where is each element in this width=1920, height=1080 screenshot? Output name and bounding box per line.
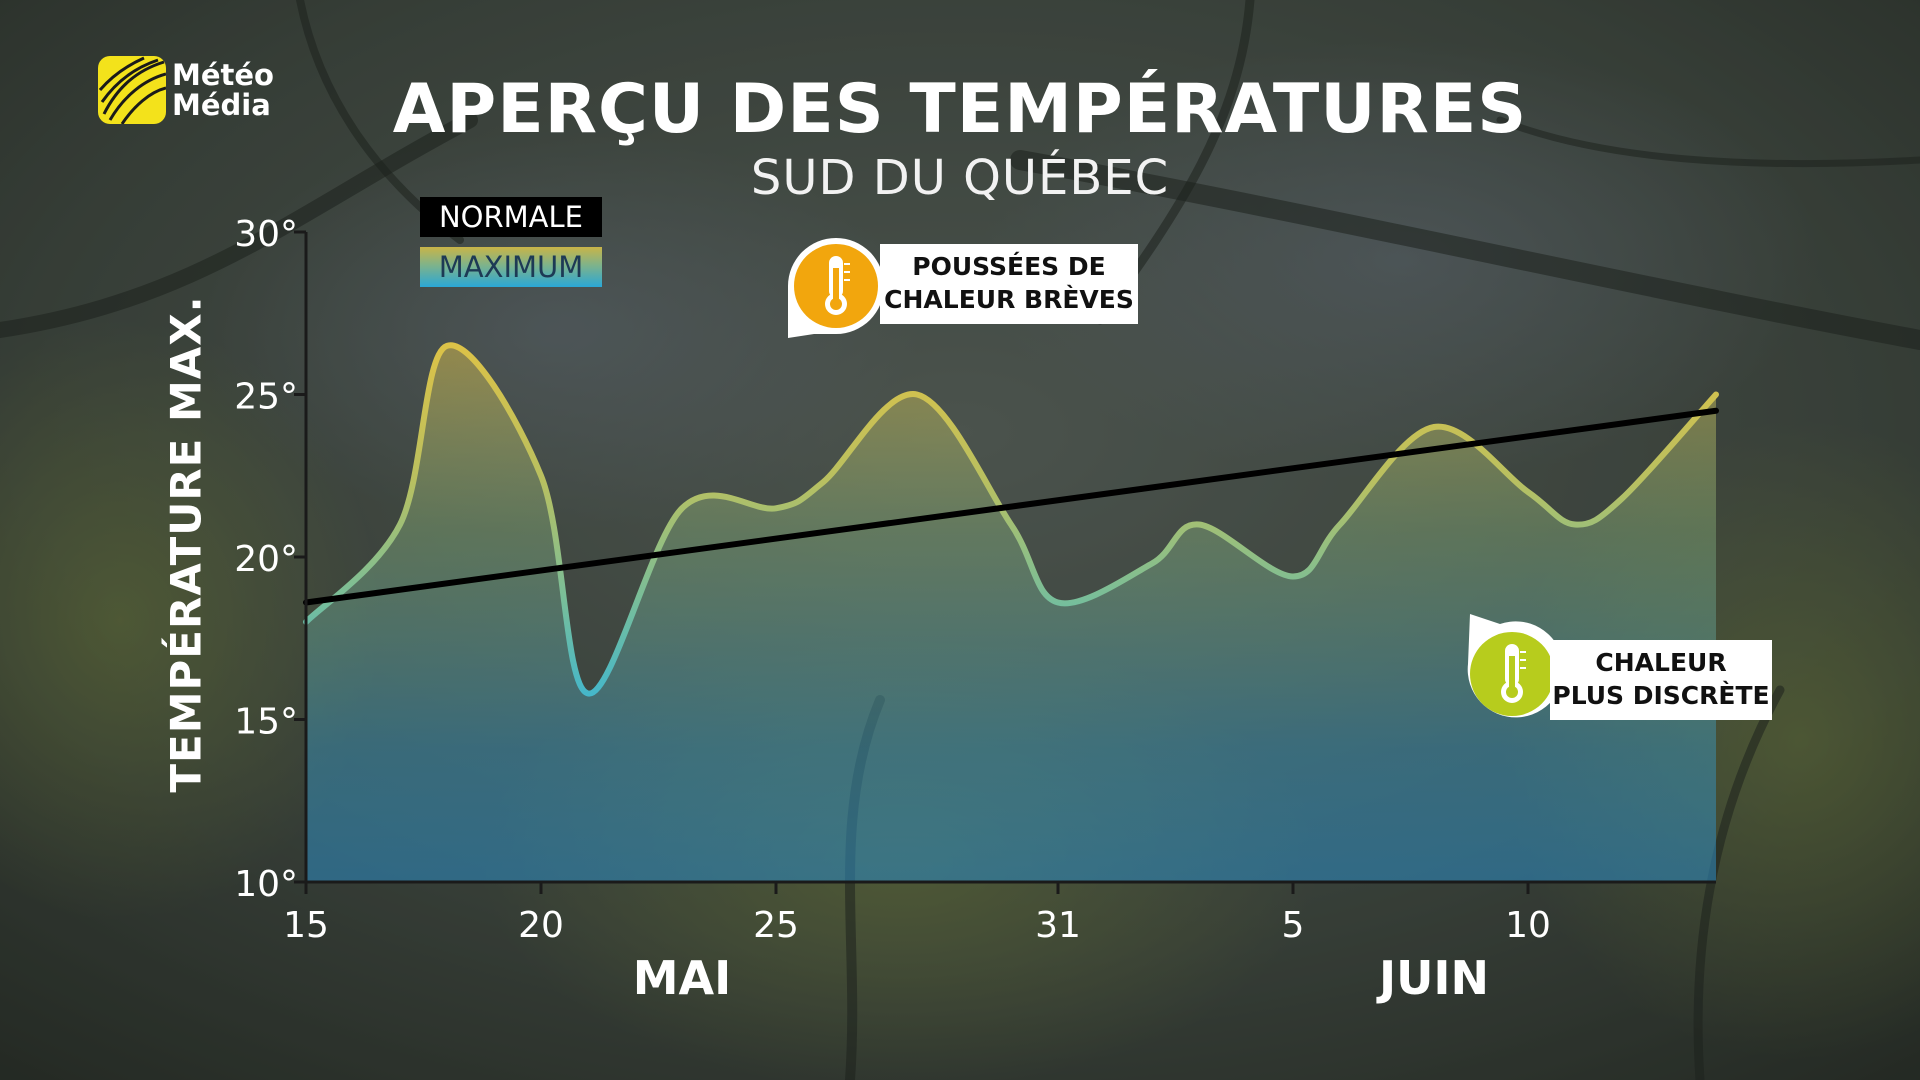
x-tick-label: 10	[1505, 905, 1551, 946]
callout-1-line2: CHALEUR BRÈVES	[884, 285, 1134, 314]
chart-subtitle: SUD DU QUÉBEC	[750, 150, 1170, 206]
y-axis-ticks: 30° 25° 20° 15° 10°	[234, 214, 306, 905]
thermometer-icon	[1467, 614, 1564, 718]
legend-normale: NORMALE	[420, 197, 602, 237]
brand-word-1: Météo	[172, 58, 274, 92]
legend-maximum: MAXIMUM	[420, 247, 602, 287]
callout-2-line2: PLUS DISCRÈTE	[1552, 681, 1770, 710]
x-axis-ticks: 15 20 25 31 5 10	[283, 882, 1551, 946]
x-tick-label: 5	[1282, 905, 1305, 946]
x-tick-label: 25	[753, 905, 799, 946]
normale-series-line	[303, 407, 1719, 606]
brand-word-2: Média	[172, 88, 271, 122]
x-tick-label: 15	[283, 905, 329, 946]
maximum-series-line	[303, 342, 1719, 697]
callout-chaleur-discrete: CHALEUR PLUS DISCRÈTE	[1550, 640, 1772, 720]
x-tick-label: 31	[1035, 905, 1081, 946]
callout-2-line1: CHALEUR	[1595, 648, 1727, 677]
month-label: MAI	[633, 951, 732, 1005]
globe-logo-icon	[98, 56, 166, 124]
x-tick-label: 20	[518, 905, 564, 946]
y-tick-label: 20°	[234, 539, 298, 580]
y-axis-label: TEMPÉRATURE MAX.	[161, 295, 211, 793]
month-label: JUIN	[1376, 951, 1489, 1005]
callout-poussees-chaleur: POUSSÉES DE CHALEUR BRÈVES	[880, 244, 1138, 324]
y-tick-label: 30°	[234, 214, 298, 255]
y-tick-label: 10°	[234, 864, 298, 905]
thermometer-icon	[788, 238, 884, 338]
callout-1-line1: POUSSÉES DE	[912, 252, 1106, 281]
y-tick-label: 15°	[234, 702, 298, 743]
chart-title: APERÇU DES TEMPÉRATURES	[392, 70, 1528, 149]
meteomedia-logo: Météo Média	[98, 56, 298, 130]
y-tick-label: 25°	[234, 377, 298, 418]
maximum-area-fill	[306, 345, 1716, 882]
month-labels: MAI JUIN	[633, 951, 1489, 1005]
